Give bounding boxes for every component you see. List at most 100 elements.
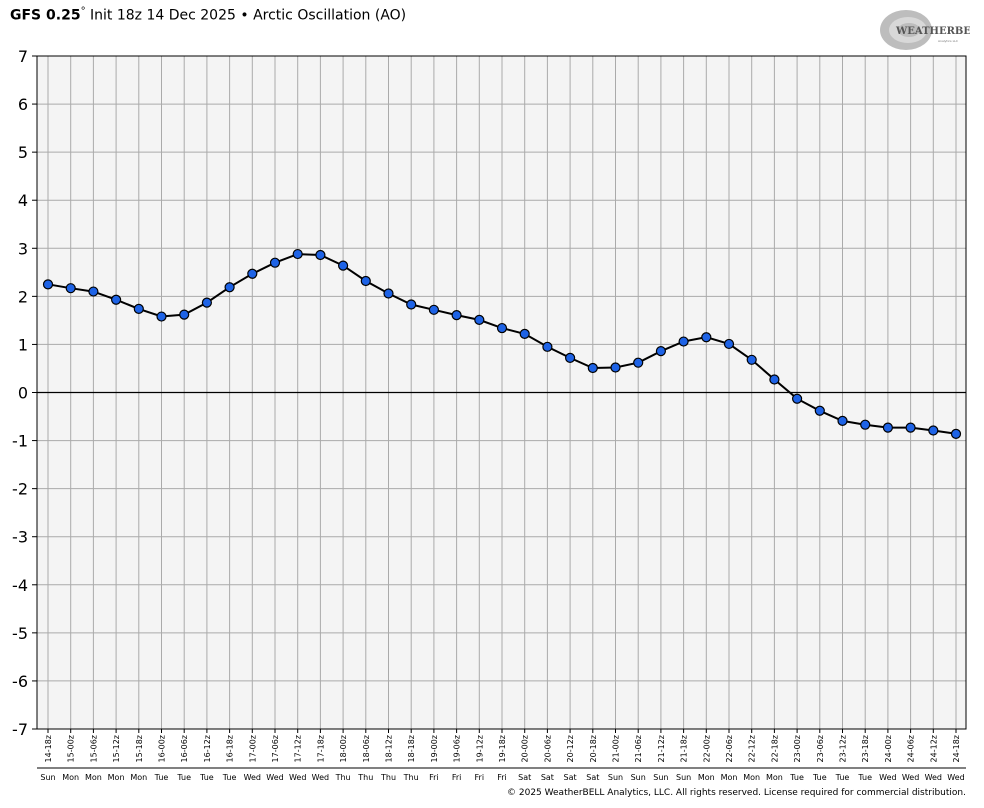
- x-day-label: Wed: [266, 773, 283, 782]
- x-day-label: Mon: [766, 773, 783, 782]
- x-day-label: Wed: [312, 773, 329, 782]
- x-tick-label: 20-12z: [566, 735, 575, 762]
- data-point: [451, 310, 462, 321]
- x-tick-label: 17-00z: [248, 735, 257, 762]
- data-point: [723, 338, 735, 350]
- x-tick-label: 16-00z: [158, 735, 167, 762]
- data-point: [837, 415, 848, 426]
- data-point: [701, 332, 712, 343]
- logo-subtext: Analytics LLC: [938, 39, 958, 43]
- x-tick-label: 18-18z: [407, 735, 416, 762]
- separator-dot: •: [240, 7, 249, 24]
- x-tick-label: 24-12z: [929, 735, 938, 762]
- x-tick-label: 23-18z: [861, 735, 870, 762]
- data-point: [156, 311, 167, 322]
- x-tick-label: 17-18z: [316, 735, 325, 762]
- x-day-label: Tue: [789, 773, 804, 782]
- x-tick-label: 20-06z: [543, 735, 552, 762]
- x-day-label: Tue: [812, 773, 827, 782]
- x-tick-label: 21-18z: [680, 735, 689, 762]
- y-tick-label: 0: [18, 384, 28, 403]
- data-point: [224, 282, 235, 293]
- x-day-label: Sat: [518, 773, 531, 782]
- data-point: [542, 341, 553, 352]
- x-day-label: Mon: [743, 773, 760, 782]
- x-day-label: Thu: [380, 773, 396, 782]
- data-point: [950, 428, 962, 439]
- y-tick-label: 6: [18, 95, 28, 114]
- x-day-label: Fri: [475, 773, 485, 782]
- x-day-label: Wed: [289, 773, 306, 782]
- y-tick-label: 5: [18, 143, 28, 162]
- x-tick-label: 23-00z: [793, 735, 802, 762]
- x-day-label: Tue: [222, 773, 237, 782]
- y-tick-label: -6: [12, 672, 28, 691]
- x-day-label: Tue: [176, 773, 191, 782]
- x-day-label: Sun: [608, 773, 623, 782]
- data-point: [133, 303, 144, 314]
- ao-series-points: [42, 248, 962, 439]
- x-tick-label: 15-00z: [67, 735, 76, 762]
- data-point: [519, 328, 530, 339]
- model-name: GFS 0.25: [10, 7, 81, 24]
- x-tick-label: 22-18z: [770, 735, 779, 762]
- x-day-label: Mon: [698, 773, 715, 782]
- y-tick-label: -5: [12, 624, 28, 643]
- data-point: [269, 257, 281, 268]
- x-tick-label: 24-00z: [884, 735, 893, 762]
- x-tick-label: 15-18z: [135, 735, 144, 762]
- x-tick-label: 18-06z: [362, 735, 371, 762]
- x-day-label: Sun: [676, 773, 691, 782]
- x-tick-label: 20-00z: [521, 735, 530, 762]
- x-tick-label: 15-12z: [112, 735, 121, 762]
- weatherbell-logo: WEATHERBELL Analytics LLC: [880, 10, 970, 50]
- data-point: [42, 279, 54, 290]
- data-point: [928, 425, 939, 436]
- x-tick-label: 23-06z: [816, 735, 825, 762]
- y-tick-label: -2: [12, 480, 28, 499]
- x-tick-label: 24-18z: [952, 735, 961, 762]
- x-day-label: Tue: [154, 773, 169, 782]
- x-day-label: Fri: [429, 773, 439, 782]
- data-point: [655, 346, 667, 357]
- x-tick-label: 16-06z: [180, 735, 189, 762]
- x-day-label: Fri: [452, 773, 462, 782]
- chart-title: Arctic Oscillation (AO): [253, 7, 407, 24]
- logo-swirl-core: [898, 23, 920, 37]
- y-tick-label: -7: [12, 720, 28, 739]
- data-point: [383, 288, 394, 299]
- x-tick-label: 21-12z: [657, 735, 666, 762]
- copyright-notice: © 2025 WeatherBELL Analytics, LLC. All r…: [507, 788, 966, 798]
- x-day-label: Fri: [497, 773, 507, 782]
- x-day-label: Mon: [108, 773, 125, 782]
- x-day-label: Sat: [541, 773, 554, 782]
- x-tick-label: 22-06z: [725, 735, 734, 762]
- x-tick-label: 19-00z: [430, 735, 439, 762]
- data-point: [746, 354, 757, 365]
- horizontal-gridlines: [37, 103, 966, 682]
- x-day-label: Wed: [244, 773, 261, 782]
- data-point: [610, 362, 621, 373]
- data-point: [496, 322, 508, 334]
- data-point: [201, 297, 212, 308]
- x-day-label: Thu: [403, 773, 419, 782]
- x-axis-ticks: 14-18z Sun 15-00z Mon 15-06z Mon 15-12z Mon 15-1…: [40, 729, 965, 782]
- x-tick-label: 19-06z: [453, 735, 462, 762]
- x-day-label: Sun: [631, 773, 646, 782]
- data-point: [564, 352, 576, 363]
- y-axis-ticks: 7 6 5 4 3 2 1 0 -1 -2 -3 -4 -5 -6 -7: [12, 47, 37, 739]
- x-day-label: Sat: [586, 773, 599, 782]
- x-day-label: Tue: [835, 773, 850, 782]
- data-point: [315, 249, 326, 261]
- x-tick-label: 17-12z: [294, 735, 303, 762]
- x-tick-label: 15-06z: [89, 735, 98, 762]
- data-point: [338, 260, 349, 271]
- y-tick-label: 3: [18, 239, 28, 258]
- x-tick-label: 21-00z: [612, 735, 621, 762]
- chart-header: GFS 0.25° Init 18z 14 Dec 2025 • Arctic …: [10, 6, 406, 24]
- data-point: [882, 422, 894, 433]
- x-tick-label: 19-12z: [475, 735, 484, 762]
- x-tick-label: 23-12z: [839, 735, 848, 762]
- data-point: [791, 393, 803, 404]
- data-point: [110, 294, 122, 305]
